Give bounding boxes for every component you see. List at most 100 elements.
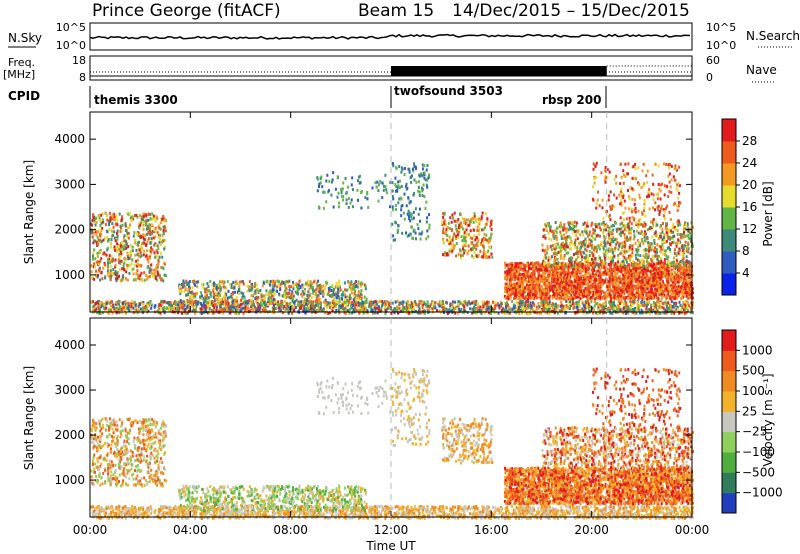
power-echo — [263, 297, 266, 301]
power-echo — [453, 211, 456, 215]
power-echo — [686, 302, 689, 306]
power-echo — [212, 284, 215, 288]
power-echo — [288, 306, 291, 310]
power-echo — [548, 303, 551, 307]
power-echo — [187, 288, 190, 292]
power-echo — [291, 296, 294, 300]
power-echo — [322, 307, 325, 311]
power-echo — [447, 226, 450, 230]
power-echo — [662, 309, 665, 313]
power-echo — [423, 164, 426, 168]
power-echo — [112, 258, 115, 262]
power-echo — [587, 302, 590, 306]
power-echo — [226, 304, 229, 308]
power-echo — [629, 305, 632, 309]
power-echo — [477, 232, 480, 236]
power-echo — [277, 283, 280, 287]
power-echo — [146, 257, 149, 261]
power-echo — [419, 219, 422, 223]
power-echo — [216, 298, 219, 302]
power-echo — [576, 309, 579, 313]
power-echo — [109, 277, 112, 281]
power-echo — [178, 308, 181, 312]
power-echo — [129, 308, 132, 312]
power-echo — [500, 304, 503, 308]
power-echo — [252, 300, 255, 304]
power-echo — [619, 302, 622, 306]
power-echo — [318, 185, 321, 189]
power-echo — [111, 311, 114, 315]
power-echo — [154, 242, 157, 246]
power-echo — [143, 237, 146, 241]
power-echo — [449, 216, 452, 220]
power-echo — [505, 307, 508, 311]
power-echo — [159, 251, 162, 255]
power-echo — [96, 311, 99, 315]
power-echo — [425, 237, 428, 241]
power-echo — [556, 311, 559, 315]
power-echo — [400, 309, 403, 313]
power-echo — [142, 218, 145, 222]
power-echo — [374, 307, 377, 311]
power-echo — [99, 232, 102, 236]
power-echo — [223, 294, 226, 298]
power-echo — [635, 309, 638, 313]
power-echo — [112, 225, 115, 229]
power-echo — [100, 257, 103, 261]
power-echo — [144, 307, 147, 311]
power-echo — [352, 303, 355, 307]
power-echo — [451, 303, 454, 307]
power-echo — [675, 307, 678, 311]
power-echo — [341, 307, 344, 311]
power-echo — [466, 311, 469, 315]
power-echo — [96, 230, 99, 234]
power-echo — [334, 187, 337, 191]
power-echo — [664, 311, 667, 315]
power-echo — [149, 223, 152, 227]
power-echo — [459, 212, 462, 216]
power-echo — [332, 289, 335, 293]
power-echo — [449, 304, 452, 308]
power-echo — [202, 297, 205, 301]
power-echo — [138, 226, 141, 230]
power-echo — [128, 309, 131, 313]
power-echo — [193, 305, 196, 309]
power-echo — [209, 302, 212, 306]
power-echo — [98, 238, 101, 242]
power-echo — [667, 307, 670, 311]
power-echo — [490, 219, 493, 223]
power-echo — [125, 277, 128, 281]
power-echo — [259, 288, 262, 292]
power-echo — [622, 311, 625, 315]
power-echo — [369, 300, 372, 304]
power-echo — [283, 307, 286, 311]
power-echo — [605, 309, 608, 313]
power-echo — [366, 311, 369, 315]
power-echo — [415, 237, 418, 241]
power-echo — [213, 305, 216, 309]
power-echo — [472, 220, 475, 224]
power-echo — [583, 300, 586, 304]
power-echo — [371, 309, 374, 313]
power-echo — [351, 284, 354, 288]
power-echo — [509, 311, 512, 315]
power-echo — [494, 301, 497, 305]
power-echo — [482, 249, 485, 253]
power-echo — [367, 305, 370, 309]
power-echo — [123, 234, 126, 238]
power-echo — [110, 254, 113, 258]
power-echo — [96, 301, 99, 305]
power-echo — [457, 252, 460, 256]
power-echo — [319, 303, 322, 307]
power-echo — [102, 238, 105, 242]
power-echo — [118, 212, 121, 216]
power-echo — [663, 311, 666, 315]
power-echo — [386, 301, 389, 305]
power-echo — [657, 303, 660, 307]
power-echo — [100, 221, 103, 225]
power-echo — [408, 305, 411, 309]
power-echo — [450, 302, 453, 306]
power-echo — [508, 306, 511, 310]
power-echo — [111, 222, 114, 226]
power-echo — [458, 307, 461, 311]
